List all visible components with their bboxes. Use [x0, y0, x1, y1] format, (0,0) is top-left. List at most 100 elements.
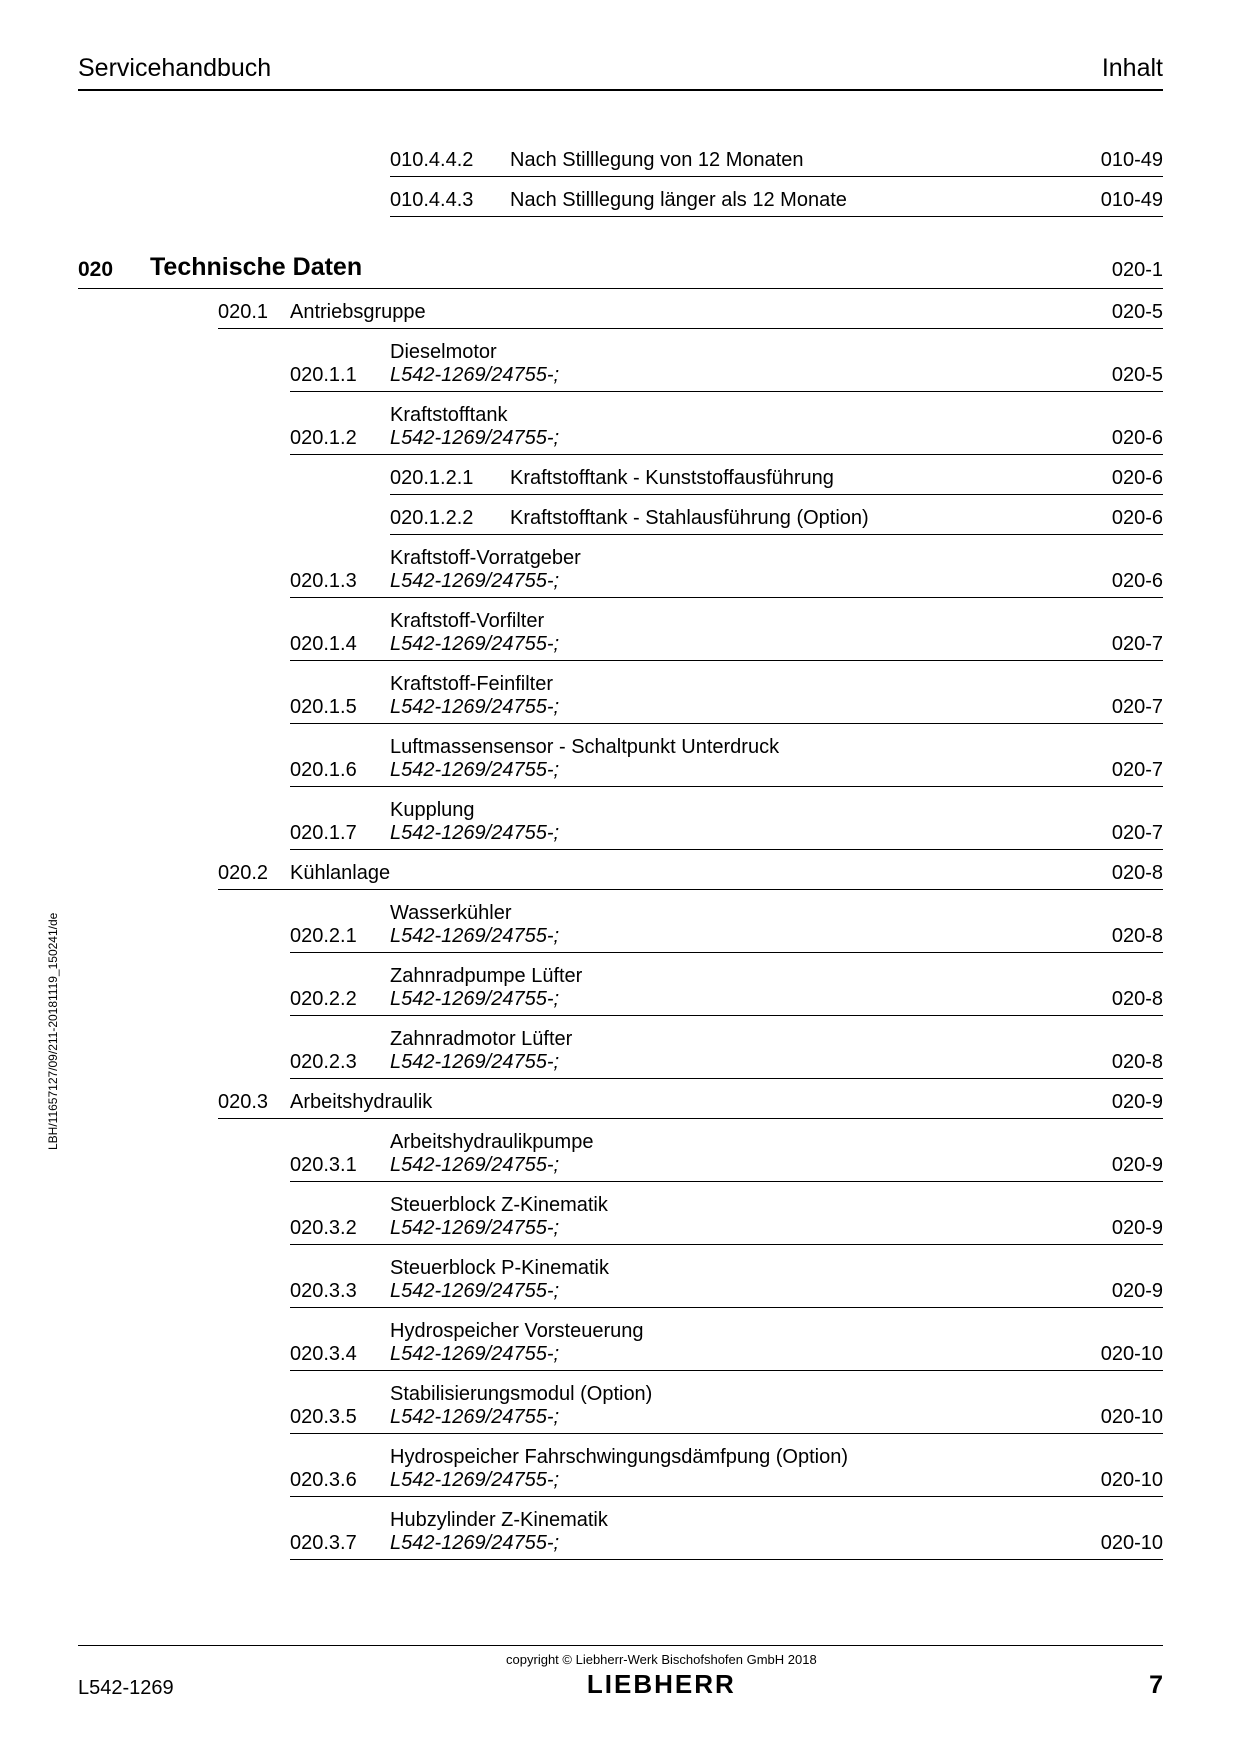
toc-num: 010.4.4.2: [390, 149, 510, 172]
toc-text: ArbeitshydraulikpumpeL542-1269/24755-;: [390, 1131, 1083, 1177]
toc-num: 020.3.7: [290, 1532, 390, 1555]
toc-row: 020.1.2.1Kraftstofftank - Kunststoffausf…: [390, 467, 1163, 495]
toc-num: 020.1.6: [290, 759, 390, 782]
toc-row: 020.1.2.2Kraftstofftank - Stahlausführun…: [390, 507, 1163, 535]
toc-text: Luftmassensensor - Schaltpunkt Unterdruc…: [390, 736, 1083, 782]
toc-text: Steuerblock Z-KinematikL542-1269/24755-;: [390, 1194, 1083, 1240]
toc-text: Antriebsgruppe: [290, 301, 1083, 324]
toc-model: L542-1269/24755-;: [390, 925, 559, 947]
toc-num: 020.2: [218, 862, 290, 885]
toc-model: L542-1269/24755-;: [390, 633, 559, 655]
toc-model: L542-1269/24755-;: [390, 1406, 559, 1428]
toc-section-title: Technische Daten: [150, 253, 1083, 282]
toc-page: 020-9: [1083, 1091, 1163, 1114]
toc-row-pre: 010.4.4.3 Nach Stilllegung länger als 12…: [390, 189, 1163, 217]
toc-page: 020-6: [1083, 507, 1163, 530]
toc-text: Zahnradpumpe LüfterL542-1269/24755-;: [390, 965, 1083, 1011]
toc-row: 020.1.1DieselmotorL542-1269/24755-;020-5: [290, 341, 1163, 392]
toc-row: 020.3.6Hydrospeicher Fahrschwingungsdämf…: [290, 1446, 1163, 1497]
toc-section-num: 020: [78, 258, 150, 282]
toc-section-page: 020-1: [1083, 259, 1163, 282]
toc-row: 020.1Antriebsgruppe020-5: [218, 301, 1163, 329]
toc-num: 020.1.2.1: [390, 467, 510, 490]
toc-num: 020.1.2: [290, 427, 390, 450]
footer-copyright: copyright © Liebherr-Werk Bischofshofen …: [174, 1652, 1149, 1667]
toc-text: Kraftstoff-VorfilterL542-1269/24755-;: [390, 610, 1083, 656]
toc-num: 020.1.4: [290, 633, 390, 656]
toc-model: L542-1269/24755-;: [390, 822, 559, 844]
toc-text: Kühlanlage: [290, 862, 1083, 885]
toc-num: 020.3.2: [290, 1217, 390, 1240]
footer-page-number: 7: [1149, 1671, 1163, 1700]
toc-page: 020-6: [1083, 570, 1163, 593]
header-title-left: Servicehandbuch: [78, 54, 271, 83]
footer-center: copyright © Liebherr-Werk Bischofshofen …: [174, 1652, 1149, 1700]
toc-text: Kraftstoff-VorratgeberL542-1269/24755-;: [390, 547, 1083, 593]
toc-num: 020.3.3: [290, 1280, 390, 1303]
toc-num: 020.2.1: [290, 925, 390, 948]
toc-row: 020.1.5Kraftstoff-FeinfilterL542-1269/24…: [290, 673, 1163, 724]
vertical-doc-id: LBH/11657127/09/211-20181119_150241/de: [46, 913, 60, 1150]
toc-text: Zahnradmotor LüfterL542-1269/24755-;: [390, 1028, 1083, 1074]
toc-num: 020.3.1: [290, 1154, 390, 1177]
toc-row: 020.3.5Stabilisierungsmodul (Option)L542…: [290, 1383, 1163, 1434]
toc-text: Stabilisierungsmodul (Option)L542-1269/2…: [390, 1383, 1083, 1429]
toc-model: L542-1269/24755-;: [390, 1051, 559, 1073]
toc-model: L542-1269/24755-;: [390, 1280, 559, 1302]
toc-row: 020.1.6Luftmassensensor - Schaltpunkt Un…: [290, 736, 1163, 787]
toc-row: 020.3.1ArbeitshydraulikpumpeL542-1269/24…: [290, 1131, 1163, 1182]
toc-num: 020.1: [218, 301, 290, 324]
toc-num: 020.3: [218, 1091, 290, 1114]
toc-text: Nach Stilllegung länger als 12 Monate: [510, 189, 1083, 212]
toc-text: Arbeitshydraulik: [290, 1091, 1083, 1114]
toc-model: L542-1269/24755-;: [390, 988, 559, 1010]
toc-text: Kraftstoff-FeinfilterL542-1269/24755-;: [390, 673, 1083, 719]
toc-page: 020-7: [1083, 633, 1163, 656]
toc-model: L542-1269/24755-;: [390, 1532, 559, 1554]
toc-page: 020-10: [1083, 1406, 1163, 1429]
page-header: Servicehandbuch Inhalt: [78, 54, 1163, 91]
toc-page: 020-9: [1083, 1154, 1163, 1177]
toc-model: L542-1269/24755-;: [390, 1154, 559, 1176]
toc-page: 010-49: [1083, 189, 1163, 212]
page-footer: L542-1269 copyright © Liebherr-Werk Bisc…: [78, 1652, 1163, 1700]
toc-page: 020-8: [1083, 862, 1163, 885]
toc-row: 020.2Kühlanlage020-8: [218, 862, 1163, 890]
toc-text: KraftstofftankL542-1269/24755-;: [390, 404, 1083, 450]
toc-num: 020.2.2: [290, 988, 390, 1011]
toc-text: Steuerblock P-KinematikL542-1269/24755-;: [390, 1257, 1083, 1303]
toc-text: Kraftstofftank - Kunststoffausführung: [510, 467, 1083, 490]
toc-num: 020.1.1: [290, 364, 390, 387]
toc-num: 020.1.5: [290, 696, 390, 719]
footer-divider: [78, 1645, 1163, 1646]
toc-row: 020.3.4Hydrospeicher VorsteuerungL542-12…: [290, 1320, 1163, 1371]
toc-page: 020-8: [1083, 925, 1163, 948]
toc-num: 020.2.3: [290, 1051, 390, 1074]
toc-model: L542-1269/24755-;: [390, 364, 559, 386]
toc-num: 020.3.4: [290, 1343, 390, 1366]
toc-model: L542-1269/24755-;: [390, 759, 559, 781]
toc-page: 020-8: [1083, 1051, 1163, 1074]
toc-model: L542-1269/24755-;: [390, 1469, 559, 1491]
toc-row: 020.1.2KraftstofftankL542-1269/24755-;02…: [290, 404, 1163, 455]
toc-row: 020.3.3Steuerblock P-KinematikL542-1269/…: [290, 1257, 1163, 1308]
toc-row: 020.3.7Hubzylinder Z-KinematikL542-1269/…: [290, 1509, 1163, 1560]
toc-num: 020.1.2.2: [390, 507, 510, 530]
toc-row: 020.1.7KupplungL542-1269/24755-;020-7: [290, 799, 1163, 850]
toc-page: 020-7: [1083, 822, 1163, 845]
toc-text: KupplungL542-1269/24755-;: [390, 799, 1083, 845]
toc-text: Hydrospeicher VorsteuerungL542-1269/2475…: [390, 1320, 1083, 1366]
toc-page: 020-10: [1083, 1469, 1163, 1492]
toc-page: 020-8: [1083, 988, 1163, 1011]
footer-model: L542-1269: [78, 1677, 174, 1700]
toc-num: 020.3.5: [290, 1406, 390, 1429]
toc-num: 010.4.4.3: [390, 189, 510, 212]
toc-content: 010.4.4.2 Nach Stilllegung von 12 Monate…: [208, 149, 1163, 1560]
toc-row: 020.1.4Kraftstoff-VorfilterL542-1269/247…: [290, 610, 1163, 661]
toc-text: Nach Stilllegung von 12 Monaten: [510, 149, 1083, 172]
toc-page: 020-5: [1083, 301, 1163, 324]
footer-brand: LIEBHERR: [587, 1669, 736, 1699]
toc-text: Hubzylinder Z-KinematikL542-1269/24755-;: [390, 1509, 1083, 1555]
toc-row: 020.3Arbeitshydraulik020-9: [218, 1091, 1163, 1119]
toc-row: 020.2.1WasserkühlerL542-1269/24755-;020-…: [290, 902, 1163, 953]
